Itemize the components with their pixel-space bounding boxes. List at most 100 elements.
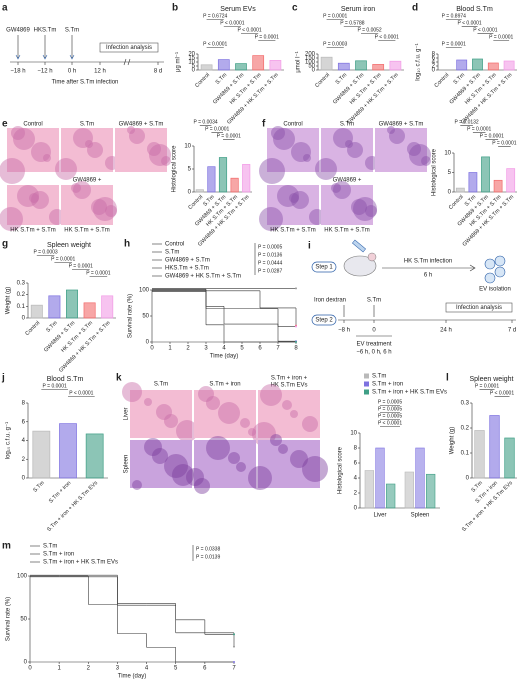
chart-title: Blood S.Tm bbox=[47, 376, 84, 383]
tissue-blob bbox=[147, 142, 161, 156]
y-tick-label: 0 bbox=[146, 340, 150, 346]
chart-title: Serum EVs bbox=[220, 6, 256, 13]
step-text: Iron dextran bbox=[314, 298, 346, 304]
p-value: P = 0.0136 bbox=[258, 252, 282, 258]
p-value: P = 0.0003 bbox=[33, 249, 57, 255]
syringe bbox=[351, 239, 367, 253]
legend-label: S.Tm + iron + HK S.Tm EVs bbox=[372, 390, 447, 396]
x-tick-label: Liver bbox=[373, 513, 386, 519]
x-tick-label: 7 bbox=[232, 666, 236, 672]
x-tick-label: S.Tm bbox=[335, 72, 349, 86]
bar bbox=[83, 302, 96, 319]
y-tick-label: 200 bbox=[305, 52, 316, 58]
x-tick-label: 2 bbox=[186, 346, 190, 352]
p-value: P = 0.0001 bbox=[489, 34, 513, 40]
x-tick-label: 0 bbox=[28, 666, 32, 672]
x-tick-label: 8 bbox=[294, 346, 298, 352]
p-value: P = 0.0001 bbox=[217, 133, 241, 139]
panel-letter: c bbox=[292, 3, 298, 14]
tissue-blob bbox=[353, 197, 377, 221]
tissue-blob bbox=[29, 193, 39, 203]
y-axis-label: μmol l⁻¹ bbox=[296, 51, 302, 72]
y-axis-label: Survival rate (%) bbox=[6, 597, 12, 641]
x-tick-label: 3 bbox=[116, 666, 120, 672]
x-tick-label: S.Tm bbox=[453, 72, 467, 86]
x-axis-label: Time (day) bbox=[210, 354, 238, 360]
bar bbox=[200, 64, 213, 71]
bar bbox=[481, 156, 490, 193]
panel-letter: a bbox=[2, 3, 8, 14]
image-label: GW4869 + bbox=[73, 178, 102, 184]
bar bbox=[101, 295, 114, 319]
treatment-label: S.Tm bbox=[65, 28, 79, 34]
bar bbox=[207, 166, 216, 193]
time-tick-label: −12 h bbox=[37, 69, 52, 75]
chart-title: Spleen weight bbox=[47, 242, 91, 249]
tissue-blob bbox=[351, 199, 367, 215]
y-tick-label: 15 bbox=[188, 56, 195, 62]
tissue-blob bbox=[333, 181, 351, 199]
micrograph bbox=[194, 390, 256, 438]
tissue-blob bbox=[289, 193, 299, 203]
ev-vesicle bbox=[494, 266, 506, 278]
p-value: P < 0.0001 bbox=[220, 20, 244, 26]
tissue-blob bbox=[194, 478, 210, 494]
micrograph bbox=[375, 128, 427, 172]
step-text: EV isolation bbox=[479, 287, 511, 293]
image-label: GW4869 + S.Tm bbox=[379, 122, 424, 128]
p-value: P = 0.0001 bbox=[255, 34, 279, 40]
step-text: HK S.Tm infection bbox=[404, 259, 452, 265]
step-label: Step 2 bbox=[315, 318, 333, 324]
y-tick-label: 0.3 bbox=[17, 281, 26, 287]
tissue-blob bbox=[236, 462, 246, 472]
tissue-blob bbox=[218, 402, 240, 424]
p-value: P < 0.0001 bbox=[457, 20, 481, 26]
tissue-blob bbox=[248, 466, 272, 490]
x-tick-label: 6 bbox=[258, 346, 262, 352]
bar bbox=[230, 177, 239, 193]
image-label: HK S.Tm + S.Tm bbox=[64, 228, 110, 234]
bar bbox=[489, 415, 500, 479]
bar bbox=[269, 60, 282, 71]
time-tick-label: 8 d bbox=[154, 69, 162, 75]
step-text: −6 h, 0 h, 6 h bbox=[356, 350, 391, 356]
tissue-blob bbox=[206, 396, 220, 410]
tissue-blob bbox=[132, 480, 142, 490]
y-tick-label: 100 bbox=[17, 574, 28, 580]
ev-vesicle bbox=[494, 255, 506, 267]
analysis-box bbox=[445, 302, 513, 313]
tissue-blob bbox=[198, 386, 214, 402]
micrograph bbox=[130, 440, 192, 488]
bar bbox=[456, 59, 468, 71]
tissue-blob bbox=[421, 156, 431, 166]
legend-label: Control bbox=[165, 242, 184, 248]
y-tick-label: 0 bbox=[24, 660, 28, 666]
y-tick-label: 50 bbox=[20, 617, 27, 623]
panel-letter: b bbox=[172, 3, 178, 14]
panel-letter: j bbox=[1, 373, 5, 384]
arrow-head bbox=[69, 54, 75, 60]
x-tick-label: 5 bbox=[240, 346, 244, 352]
tissue-blob bbox=[91, 199, 107, 215]
p-value: P = 0.0001 bbox=[86, 270, 110, 276]
tissue-blob bbox=[259, 158, 285, 184]
y-axis-label: Weight (g) bbox=[450, 427, 456, 455]
x-tick-label: 4 bbox=[145, 666, 149, 672]
micrograph bbox=[115, 128, 167, 172]
survival-end bbox=[233, 633, 235, 636]
time-tick-label: −18 h bbox=[10, 69, 25, 75]
p-value: P = 0.0001 bbox=[205, 126, 229, 132]
treatment-label: HKS.Tm bbox=[34, 28, 57, 34]
tissue-blob bbox=[228, 452, 240, 464]
y-tick-label: 10 bbox=[188, 60, 195, 66]
survival-end bbox=[295, 287, 297, 290]
tissue-blob bbox=[303, 154, 311, 162]
y-tick-label: 50 bbox=[308, 64, 315, 70]
bar bbox=[218, 157, 228, 193]
p-value: P < 0.0001 bbox=[473, 27, 497, 33]
y-tick-label: 150 bbox=[305, 56, 316, 62]
bar bbox=[415, 447, 425, 509]
tissue-blob bbox=[186, 468, 204, 486]
bar bbox=[386, 483, 396, 509]
